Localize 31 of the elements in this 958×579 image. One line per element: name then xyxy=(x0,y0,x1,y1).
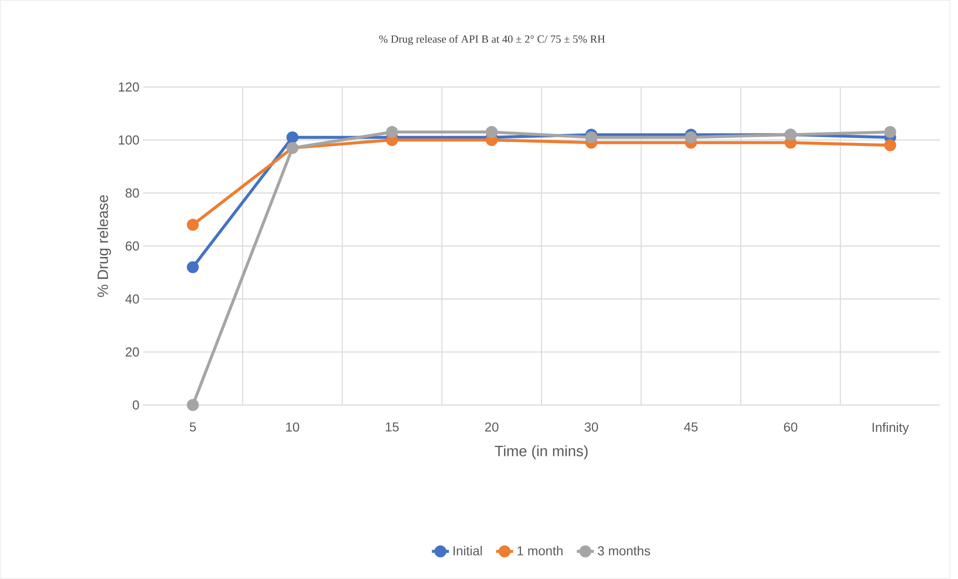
x-tick-label: Infinity xyxy=(872,422,909,435)
x-axis-title: Time (in mins) xyxy=(494,445,588,460)
point xyxy=(684,131,697,144)
point xyxy=(186,399,199,411)
legend-label: 1 month xyxy=(518,546,563,556)
y-tick-label: 120 xyxy=(118,82,139,92)
y-tick-label: 80 xyxy=(126,188,139,198)
y-tick-label: 60 xyxy=(126,241,139,251)
point xyxy=(486,126,498,138)
legend-label: 3 months xyxy=(598,546,650,556)
point xyxy=(884,139,896,152)
point xyxy=(884,126,896,138)
y-tick-label: 0 xyxy=(132,400,139,410)
point xyxy=(186,261,199,274)
point xyxy=(386,126,398,138)
x-tick-label: 30 xyxy=(584,422,598,432)
y-tick-label: 100 xyxy=(118,135,139,145)
y-axis-title: % Drug release xyxy=(97,195,112,297)
point xyxy=(585,131,598,144)
x-tick-label: 45 xyxy=(684,422,698,432)
point xyxy=(186,218,199,231)
x-tick-label: 10 xyxy=(286,422,300,432)
x-tick-label: 5 xyxy=(190,422,196,432)
legend-label: Initial xyxy=(454,546,482,556)
chart-title: % Drug release of API B at 40 ± 2° C/ 75 ± 5% RH xyxy=(379,34,605,46)
x-tick-label: 15 xyxy=(386,422,399,432)
x-tick-label: 60 xyxy=(784,422,798,432)
y-tick-label: 20 xyxy=(126,347,139,357)
x-tick-label: 20 xyxy=(485,422,498,432)
y-tick-label: 40 xyxy=(125,294,139,304)
point xyxy=(286,131,298,144)
